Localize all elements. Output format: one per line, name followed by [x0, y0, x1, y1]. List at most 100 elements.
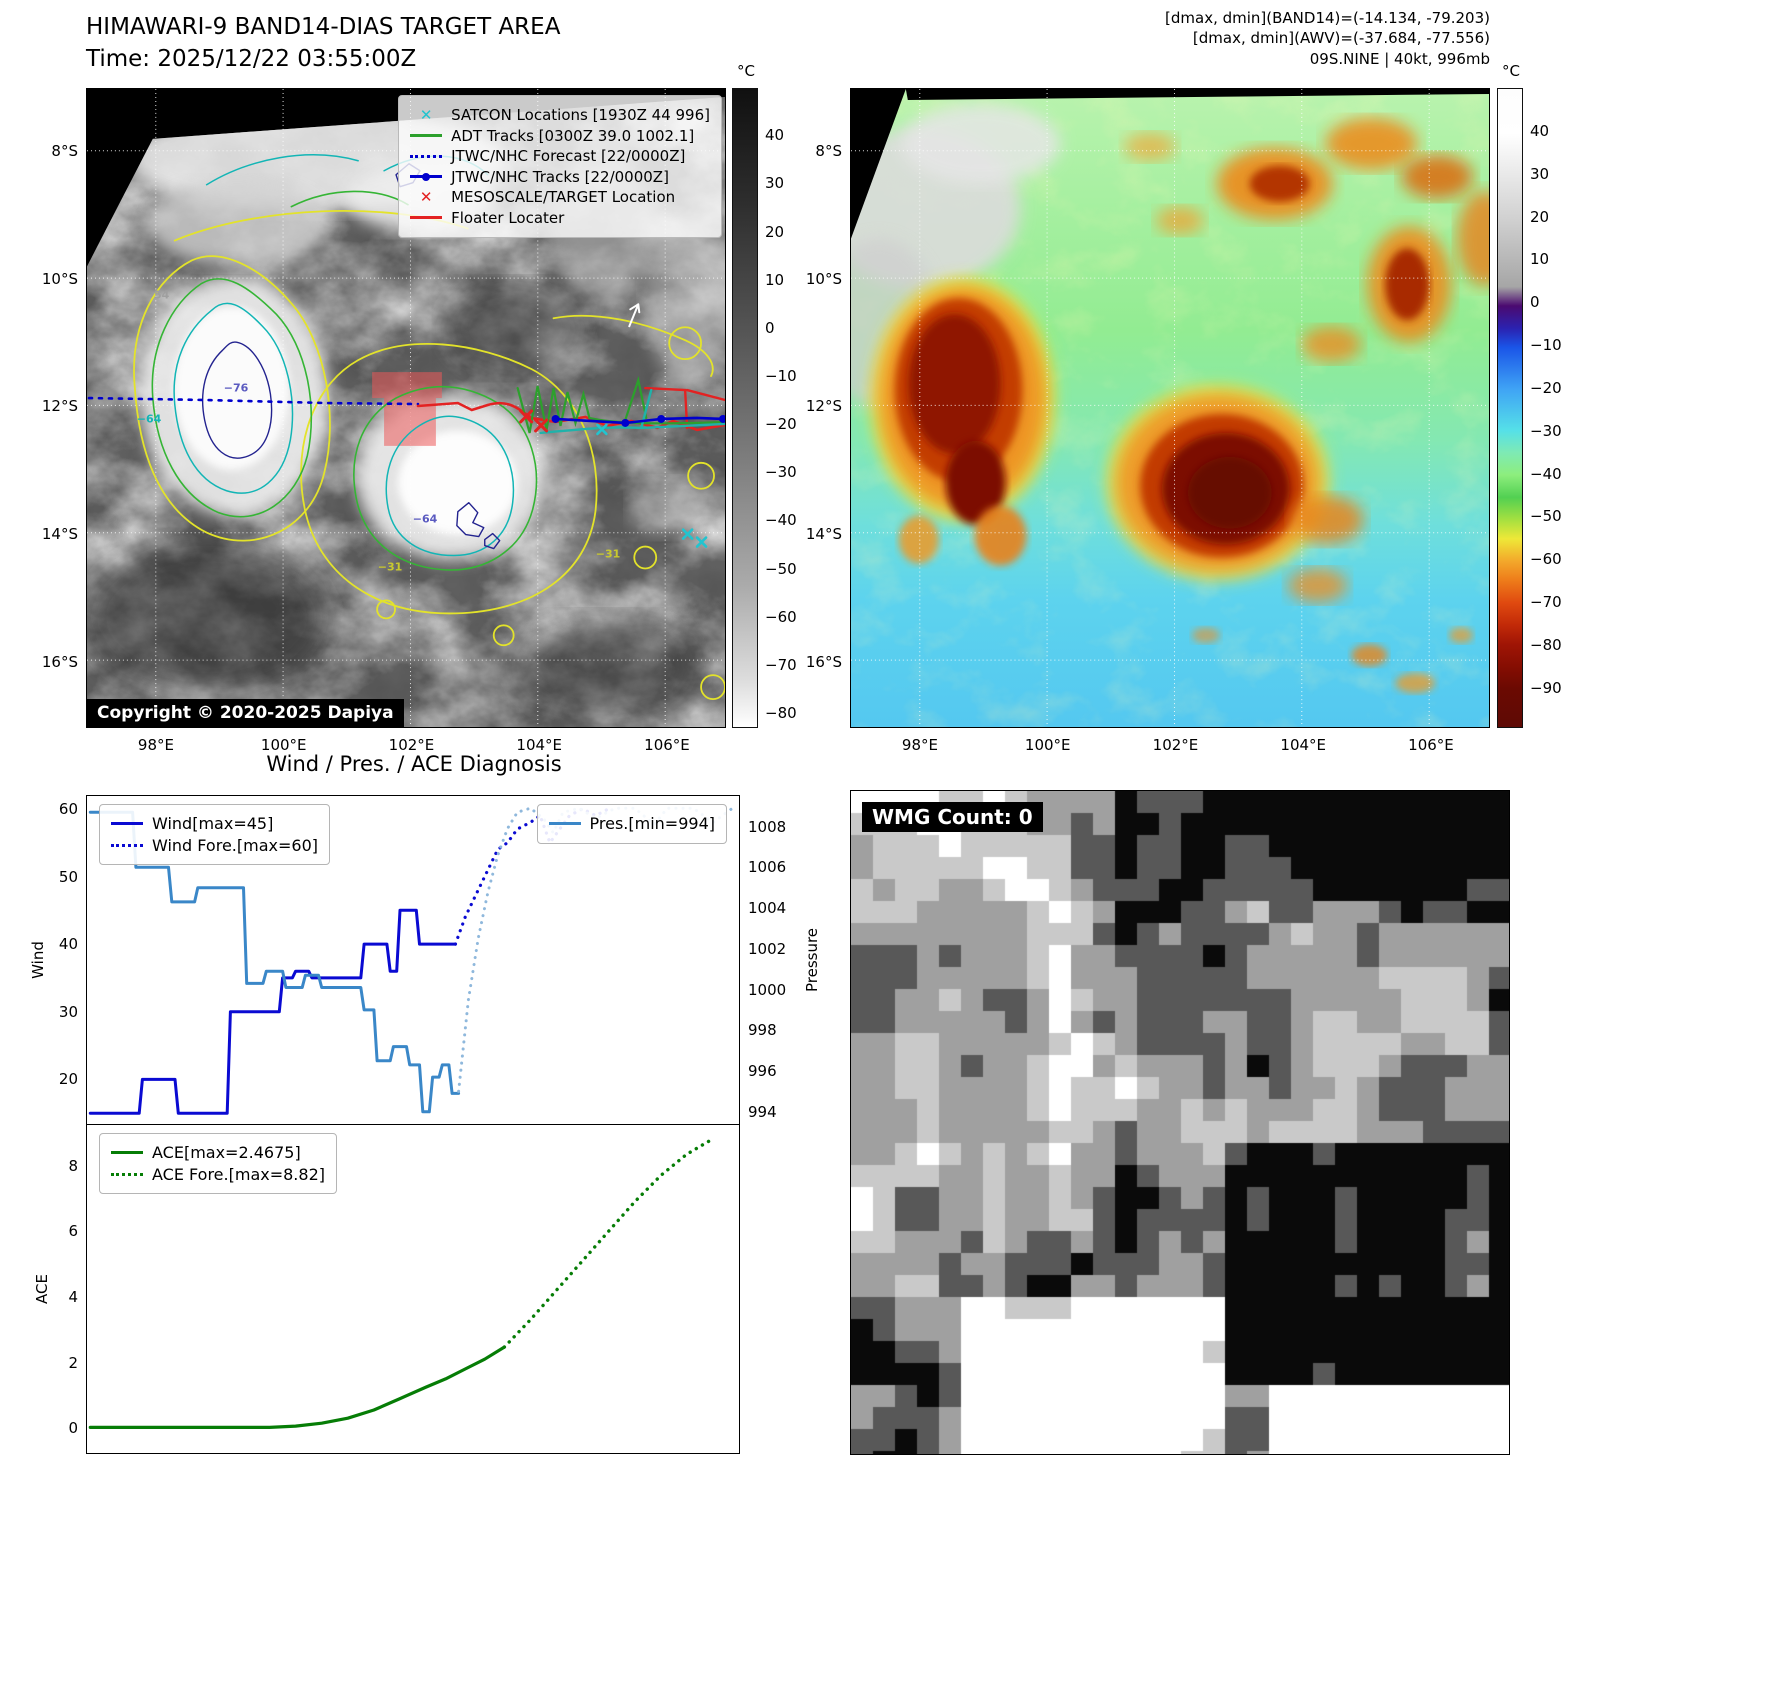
lon-tick-label: 98°E	[137, 736, 175, 754]
colorbar-gradient	[1497, 88, 1523, 728]
y-tick-label: 1002	[748, 939, 787, 958]
y-tick-label: 8	[68, 1156, 78, 1175]
colorbar-tick-label: −30	[765, 463, 797, 482]
copyright-badge: Copyright © 2020-2025 Dapiya	[87, 699, 404, 727]
colorbar-tick-label: −80	[1530, 635, 1562, 654]
lat-tick-label: 14°S	[805, 525, 842, 544]
series-pres-	[88, 810, 461, 1114]
track-line-dot-icon	[410, 173, 443, 182]
colorbar-tick-label: 20	[1530, 207, 1550, 226]
contour-label: −76	[223, 381, 249, 395]
cold-cloud-blobs	[870, 117, 1489, 694]
wind-forecast-dotted-icon	[111, 843, 143, 847]
lat-tick-label: 10°S	[41, 269, 78, 288]
colorbar-tick-label: −60	[1530, 550, 1562, 569]
colorbar-tick-label: 30	[765, 174, 785, 193]
contour-label: −31	[595, 547, 621, 561]
lon-tick-label: 104°E	[1280, 736, 1327, 754]
lat-tick-label: 12°S	[41, 397, 78, 416]
colorbar-tick-label: 30	[1530, 164, 1550, 183]
legend-label: ADT Tracks [0300Z 39.0 1002.1]	[451, 126, 695, 145]
legend-label: JTWC/NHC Forecast [22/0000Z]	[451, 147, 686, 165]
contour-label: −64	[136, 412, 162, 426]
colorbar-tick-label: −80	[765, 704, 797, 723]
lon-tick-label: 100°E	[1024, 736, 1071, 754]
lat-tick-label: 14°S	[41, 525, 78, 544]
colorbar-gradient	[732, 88, 758, 728]
graticule-right	[851, 89, 1489, 727]
lon-tick-label: 102°E	[1152, 736, 1199, 754]
jtwc-track	[554, 416, 725, 425]
storm-info-block: [dmax, dmin](BAND14)=(-14.134, -79.203) …	[1100, 8, 1490, 69]
y-tick-label: 1008	[748, 817, 787, 836]
satcon-x-icon: ✕	[419, 106, 433, 124]
legend-item-floater: Floater Locater	[410, 209, 710, 227]
map-legend: ✕ SATCON Locations [1930Z 44 996] ADT Tr…	[398, 95, 722, 238]
contour-green	[151, 190, 538, 571]
jtwc-track-markers	[551, 414, 725, 427]
warm-gray-region	[851, 103, 1061, 408]
legend-item-adt: ADT Tracks [0300Z 39.0 1002.1]	[410, 126, 710, 145]
colorbar-tick-label: −20	[1530, 378, 1562, 397]
y-tick-label: 40	[58, 935, 78, 954]
legend-label: Wind[max=45]	[152, 814, 274, 833]
colorbar-band14: °C 40 30 20 10 0 −10 −20 −30 −40 −50 −60 −70 −80	[732, 62, 797, 728]
legend-item-mesoscale: ✕ MESOSCALE/TARGET Location	[410, 189, 710, 206]
band14-map: ✕ SATCON Locations [1930Z 44 996] ADT Tr…	[42, 88, 726, 754]
contour-label: −31	[377, 560, 403, 574]
series-pres-fore-	[457, 806, 734, 1093]
y-tick-label: 998	[748, 1021, 777, 1040]
awv-map: 98°E 100°E 102°E 104°E 106°E 8°S 10°S 12°S 14°S 1…	[806, 88, 1490, 754]
mesoscale-target-markers	[519, 409, 549, 433]
wind-pressure-plot	[88, 806, 734, 1115]
series-ace-fore-	[502, 1137, 715, 1349]
satcon-markers	[596, 423, 708, 548]
y-tick-label: 4	[68, 1287, 78, 1306]
timestamp: Time: 2025/12/22 03:55:00Z	[86, 46, 417, 72]
y-tick-label: 30	[58, 1002, 78, 1021]
colorbar-tick-label: 0	[765, 318, 775, 337]
wind-barb-icon	[628, 303, 641, 328]
colorbar-tick-label: 10	[765, 270, 785, 289]
diagnosis-title: Wind / Pres. / ACE Diagnosis	[266, 752, 562, 776]
swath-edge	[905, 89, 1489, 100]
lon-tick-label: 102°E	[388, 736, 435, 754]
legend-item-ace-forecast: ACE Fore.[max=8.82]	[111, 1165, 325, 1184]
legend-label: MESOSCALE/TARGET Location	[451, 188, 676, 206]
contour-label: −64	[412, 512, 438, 526]
legend-label: JTWC/NHC Tracks [22/0000Z]	[451, 167, 669, 186]
wmg-image	[851, 791, 1509, 1454]
colorbar-tick-label: 40	[765, 126, 785, 145]
lon-tick-label: 106°E	[644, 736, 690, 754]
y-tick-label: 994	[748, 1102, 777, 1121]
legend-item-jtwc-forecast: JTWC/NHC Forecast [22/0000Z]	[410, 148, 710, 165]
y-tick-label: 996	[748, 1062, 777, 1080]
y-tick-label: 1004	[748, 899, 787, 917]
floater-line-icon	[410, 216, 443, 220]
colorbar-tick-label: −20	[765, 415, 797, 434]
legend-item-ace: ACE[max=2.4675]	[111, 1144, 325, 1162]
series-ace	[88, 1345, 506, 1429]
ace-plot	[88, 1137, 715, 1429]
legend-label: Pres.[min=994]	[589, 814, 715, 833]
legend-item-satcon: ✕ SATCON Locations [1930Z 44 996]	[410, 107, 710, 124]
storm-tracks	[87, 303, 725, 548]
y-tick-label: 1006	[748, 858, 787, 877]
lat-tick-label: 8°S	[51, 141, 78, 160]
awv-satellite-image	[851, 89, 1489, 727]
colorbar-tick-label: −70	[1530, 593, 1562, 612]
lat-tick-label: 10°S	[805, 269, 842, 288]
colorbar-awv: °C 40 30 20 10 0 −10 −20 −30 −40 −50 −60 −70 −80 −90	[1497, 62, 1562, 728]
y-tick-label: 2	[68, 1353, 78, 1372]
colorbar-tick-label: −40	[765, 511, 797, 530]
colorbar-unit: °C	[737, 62, 755, 80]
colorbar-tick-label: 20	[765, 222, 785, 241]
lat-tick-label: 12°S	[805, 397, 842, 416]
legend-item-wind: Wind[max=45]	[111, 815, 318, 833]
colorbar-tick-label: −70	[765, 655, 797, 674]
lon-tick-label: 104°E	[516, 736, 563, 754]
colorbar-tick-label: −30	[1530, 421, 1562, 440]
colorbar-tick-label: −50	[1530, 507, 1562, 526]
lon-tick-label: 100°E	[260, 736, 307, 754]
pressure-axis-label: Pressure	[803, 927, 821, 993]
